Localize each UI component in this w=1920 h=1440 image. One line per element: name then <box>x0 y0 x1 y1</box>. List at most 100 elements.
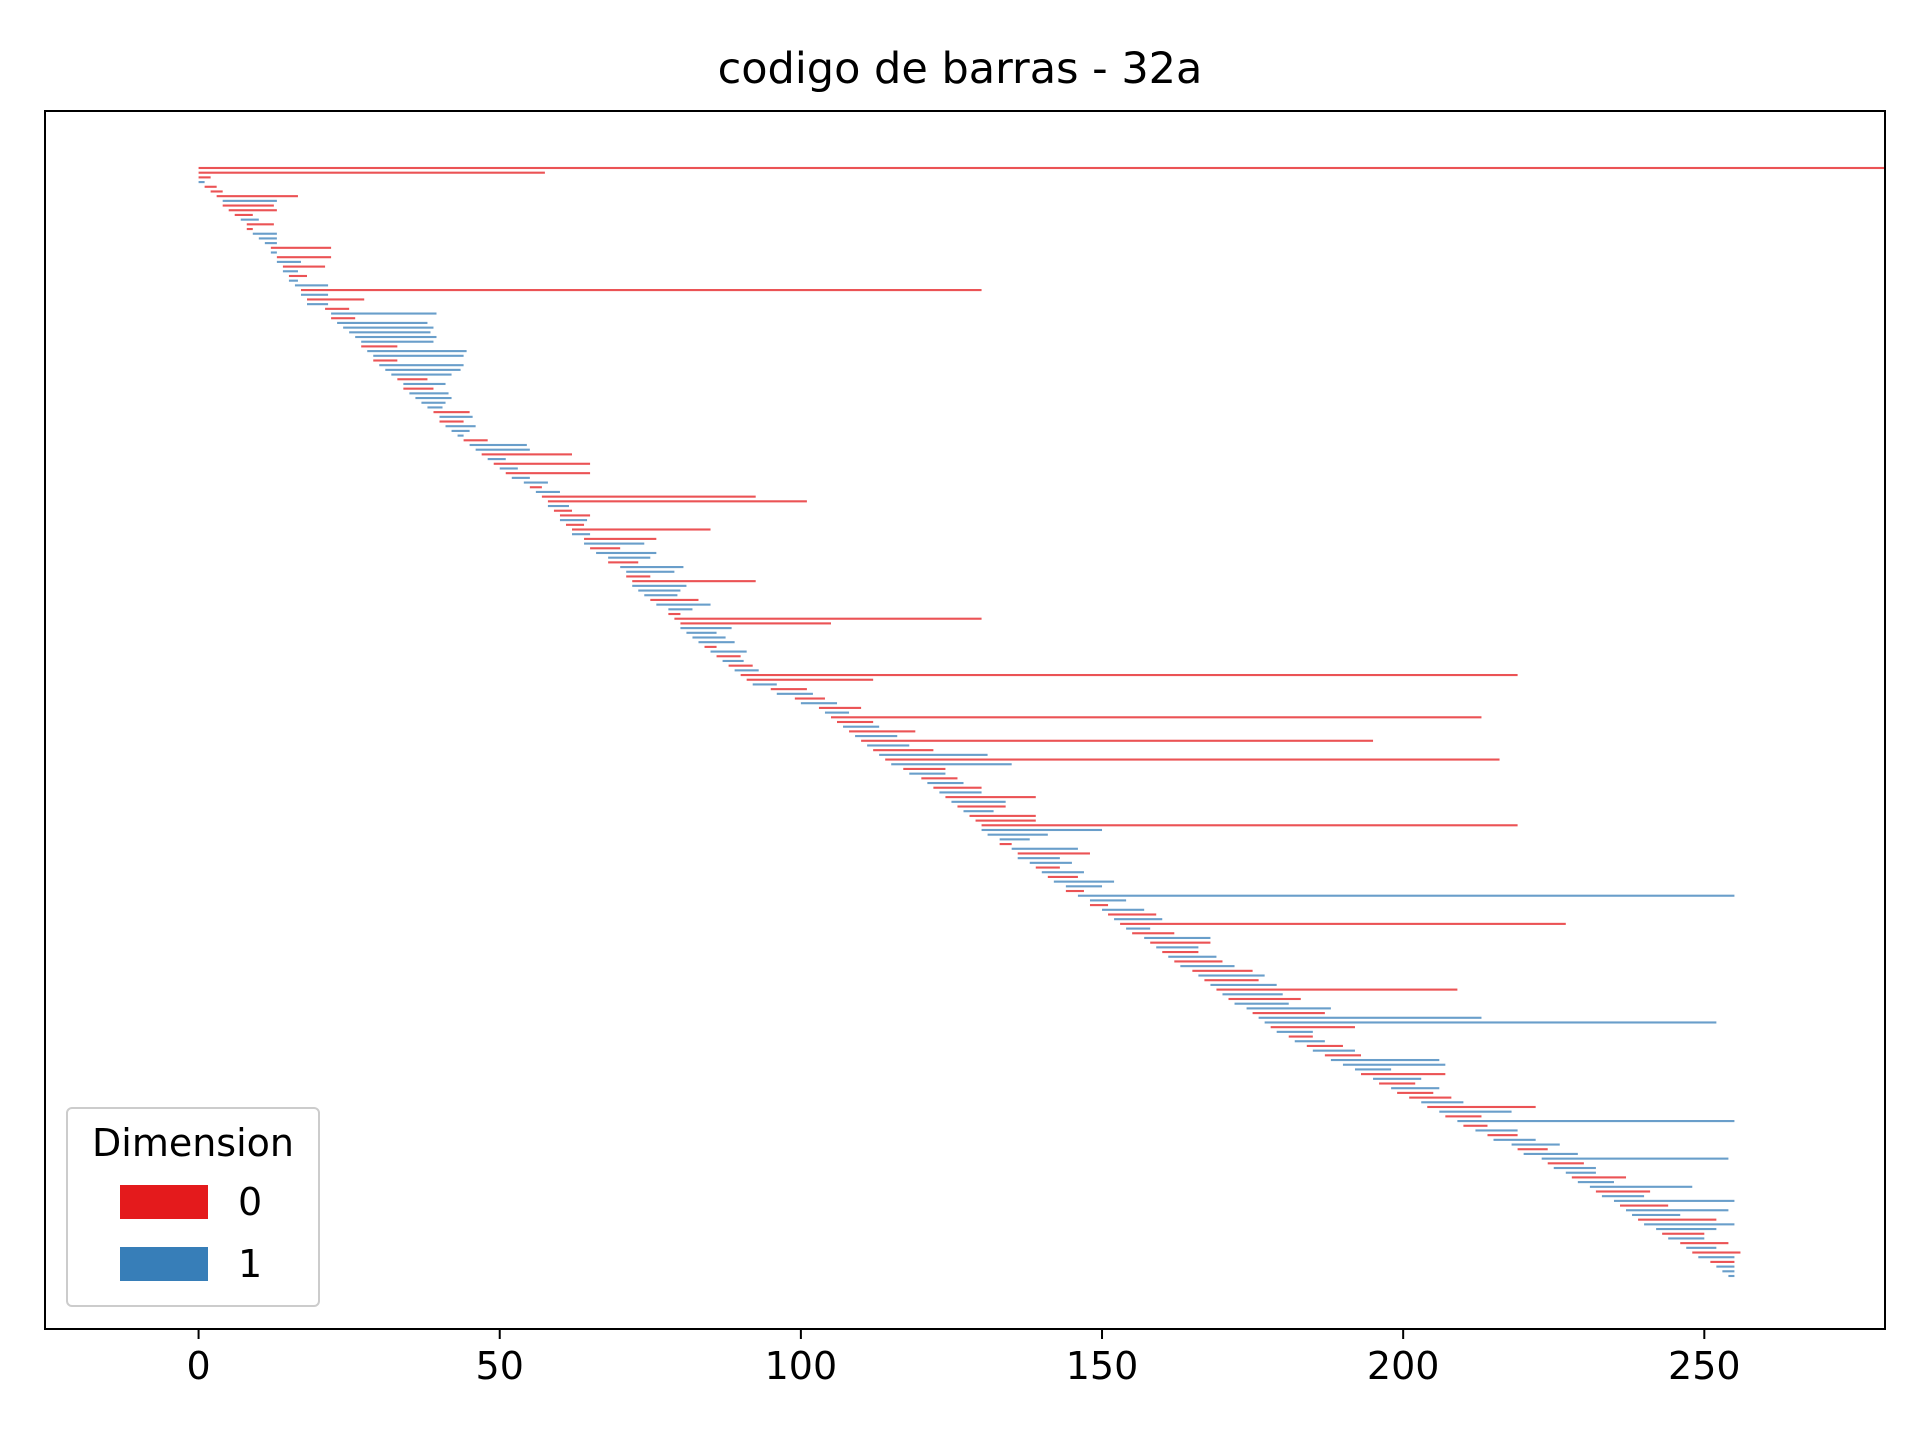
barcode-bar-dim1 <box>307 303 329 306</box>
barcode-bar-dim0 <box>1065 889 1084 893</box>
barcode-bar-dim1 <box>331 312 437 315</box>
barcode-bar-dim1 <box>385 368 461 371</box>
barcode-bar-dim0 <box>288 274 307 278</box>
barcode-bar-dim1 <box>457 434 464 437</box>
barcode-bar-dim0 <box>361 345 398 348</box>
barcode-bar-dim1 <box>1053 880 1115 883</box>
barcode-bar-dim1 <box>734 669 759 672</box>
barcode-bar-dim0 <box>282 265 326 268</box>
barcode-bar-dim1 <box>638 589 681 592</box>
barcode-bar-dim1 <box>867 744 910 747</box>
barcode-bar-dim0 <box>1216 988 1458 991</box>
barcode-bar-dim0 <box>403 387 434 390</box>
barcode-bar-dim0 <box>331 317 356 320</box>
barcode-bar-dim1 <box>1102 908 1145 911</box>
x-tick-label: 200 <box>1367 1344 1440 1388</box>
barcode-bar-dim0 <box>1174 960 1223 963</box>
barcode-bar-dim1 <box>379 364 464 367</box>
barcode-bar-dim0 <box>222 204 274 207</box>
barcode-bar-dim1 <box>276 260 301 263</box>
barcode-bar-dim1 <box>294 284 329 287</box>
barcode-bar-dim1 <box>1644 1223 1735 1226</box>
barcode-bar-dim0 <box>397 378 428 381</box>
barcode-bar-dim1 <box>252 232 277 235</box>
barcode-bar-dim0 <box>1306 1044 1343 1047</box>
barcode-bar-dim0 <box>740 673 1518 677</box>
barcode-bar-dim0 <box>1638 1218 1717 1221</box>
barcode-bar-dim0 <box>565 523 585 526</box>
barcode-bar-dim1 <box>499 467 518 470</box>
barcode-bar-dim0 <box>216 195 298 198</box>
barcode-bar-dim1 <box>349 331 431 334</box>
barcode-bar-dim0 <box>1324 1054 1362 1057</box>
barcode-bar-dim0 <box>1619 1204 1669 1207</box>
barcode-bar-dim1 <box>258 237 277 240</box>
barcode-bar-dim1 <box>1698 1256 1735 1259</box>
barcode-bar-dim1 <box>1589 1185 1693 1188</box>
barcode-bar-dim1 <box>1312 1049 1355 1052</box>
barcode-bar-dim0 <box>849 730 916 733</box>
barcode-bar-dim0 <box>1162 950 1199 954</box>
barcode-bar-dim0 <box>1288 1035 1313 1038</box>
legend-title: Dimension <box>92 1121 294 1165</box>
barcode-bar-dim0 <box>1192 969 1253 972</box>
barcode-bar-dim0 <box>704 645 717 648</box>
barcode-bar-dim0 <box>1692 1251 1741 1254</box>
barcode-bar-dim0 <box>234 213 253 216</box>
barcode-bar-dim1 <box>644 594 678 597</box>
barcode-bar-dim1 <box>686 631 717 634</box>
barcode-bar-dim0 <box>1108 913 1157 916</box>
barcode-bar-dim1 <box>963 810 994 813</box>
barcode-bar-dim0 <box>1409 1096 1452 1099</box>
barcode-bar-dim1 <box>535 490 560 493</box>
legend: Dimension 0 1 <box>66 1107 320 1307</box>
barcode-bar-dim1 <box>1493 1138 1536 1141</box>
barcode-bar-dim1 <box>698 641 735 644</box>
barcode-bar-dim0 <box>1132 932 1175 935</box>
barcode-bar-dim0 <box>885 758 1500 761</box>
barcode-bar-dim1 <box>451 429 470 432</box>
barcode-bar-dim1 <box>523 481 548 484</box>
plot-area <box>45 111 1885 1329</box>
barcode-bar-dim0 <box>981 824 1518 827</box>
x-tick-label: 0 <box>186 1344 210 1388</box>
barcode-bar-dim1 <box>824 711 850 714</box>
barcode-bar-dim1 <box>1553 1166 1596 1170</box>
barcode-bar-dim1 <box>800 702 838 705</box>
barcode-bar-dim1 <box>710 650 747 653</box>
barcode-bar-dim1 <box>1198 974 1265 977</box>
barcode-bar-dim1 <box>1011 847 1078 850</box>
barcode-bar-dim1 <box>1632 1213 1681 1217</box>
barcode-bar-dim1 <box>373 354 464 357</box>
barcode-bar-dim0 <box>439 420 464 423</box>
barcode-bar-dim0 <box>1270 1026 1355 1029</box>
barcode-bar-dim0 <box>210 190 223 193</box>
barcode-bar-dim0 <box>228 209 277 212</box>
barcode-bar-dim1 <box>632 584 687 587</box>
barcode-bar-dim1 <box>1668 1237 1705 1240</box>
barcode-bar-dim0 <box>861 739 1374 742</box>
barcode-bar-dim0 <box>433 411 470 414</box>
barcode-bar-dim0 <box>1035 866 1060 869</box>
barcode-bar-dim1 <box>1601 1195 1645 1198</box>
barcode-bar-dim1 <box>1077 894 1735 897</box>
barcode-bar-dim0 <box>674 617 982 620</box>
barcode-bar-dim0 <box>668 612 681 616</box>
barcode-bar-dim1 <box>656 603 711 606</box>
barcode-bar-dim1 <box>427 406 443 409</box>
barcode-bar-dim0 <box>1017 852 1090 855</box>
barcode-bar-dim1 <box>198 181 205 184</box>
barcode-bar-dim0 <box>1361 1073 1446 1076</box>
barcode-bar-dim1 <box>288 279 298 282</box>
barcode-bar-dim0 <box>1047 875 1078 878</box>
barcode-bar-dim1 <box>668 608 693 611</box>
barcode-bar-dim0 <box>373 359 398 362</box>
barcode-bar-dim0 <box>198 171 545 174</box>
barcode-bar-dim1 <box>355 335 437 339</box>
barcode-bar-dim1 <box>367 350 467 353</box>
barcode-bar-dim1 <box>891 763 1012 766</box>
barcode-bar-dim1 <box>337 321 428 324</box>
barcode-bar-dim0 <box>1228 997 1301 1001</box>
